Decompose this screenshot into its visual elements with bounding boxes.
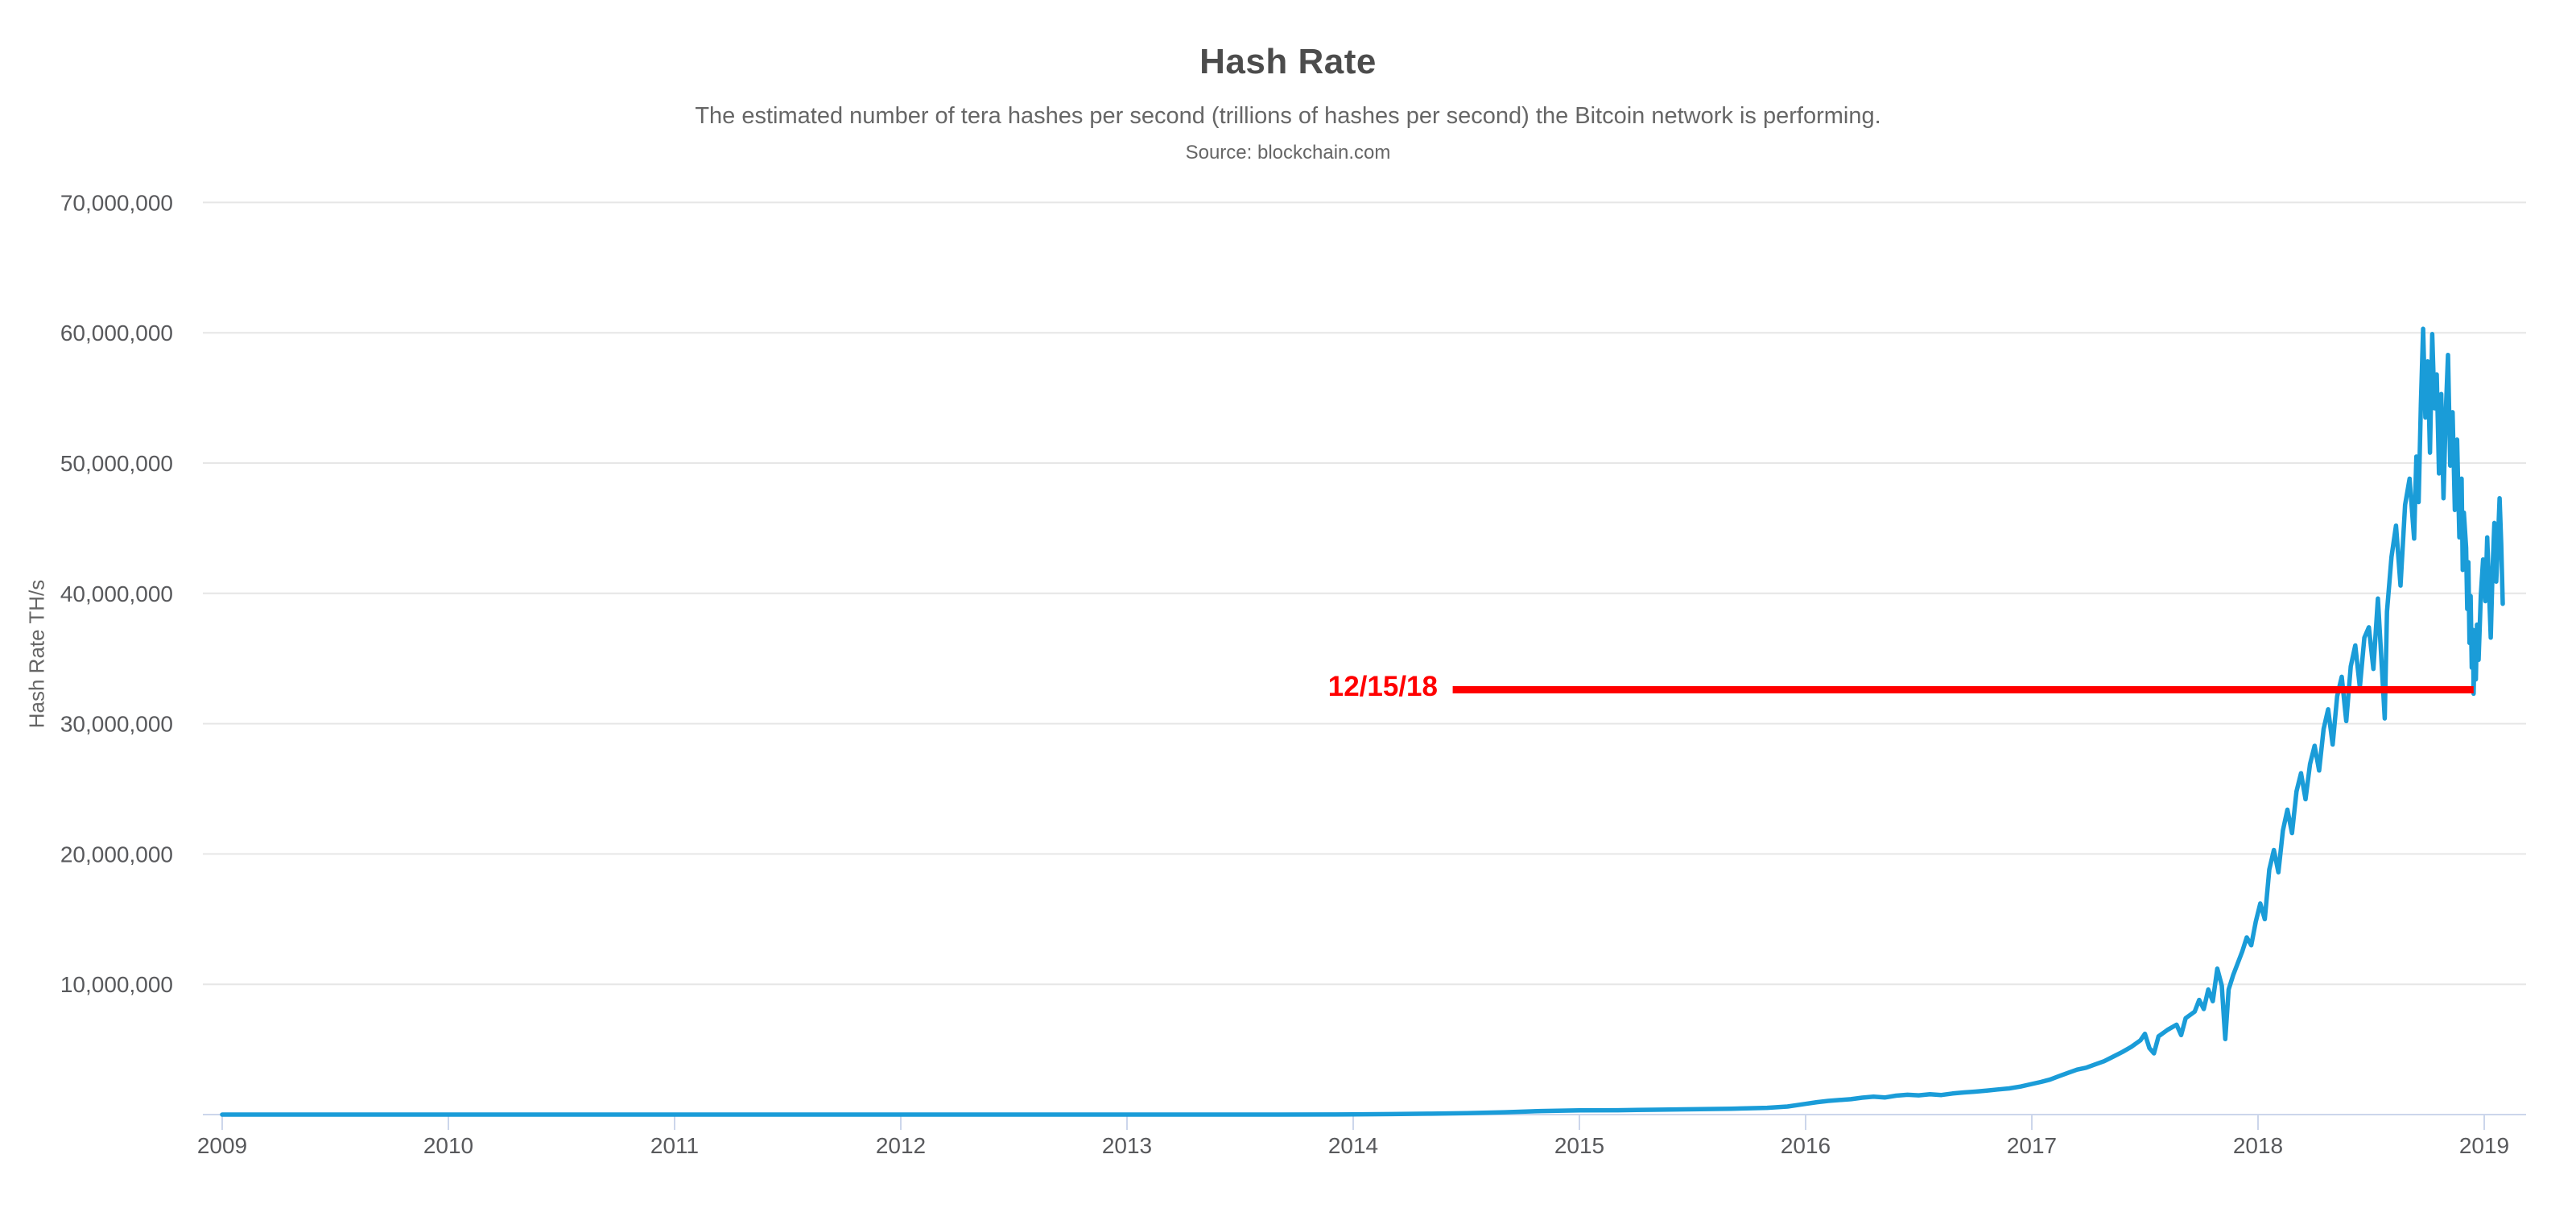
x-axis-tick-label: 2011 bbox=[650, 1133, 699, 1158]
x-axis-tick-label: 2018 bbox=[2233, 1133, 2283, 1158]
x-axis-tick-label: 2012 bbox=[876, 1133, 926, 1158]
y-axis-tick-label: 50,000,000 bbox=[60, 451, 173, 476]
x-axis-tick-label: 2015 bbox=[1554, 1133, 1604, 1158]
chart-title: Hash Rate bbox=[1199, 42, 1377, 81]
annotation-date-label: 12/15/18 bbox=[1327, 671, 1438, 702]
x-axis-tick-label: 2009 bbox=[197, 1133, 247, 1158]
y-axis-tick-label: 60,000,000 bbox=[60, 321, 173, 345]
hash-rate-line-series bbox=[220, 326, 2505, 1117]
chart-source: Source: blockchain.com bbox=[1185, 142, 1391, 163]
x-axis-tick-label: 2013 bbox=[1102, 1133, 1152, 1158]
y-axis-tick-label: 40,000,000 bbox=[60, 581, 173, 606]
chart-subtitle: The estimated number of tera hashes per … bbox=[695, 103, 1881, 129]
y-axis-tick-label: 20,000,000 bbox=[60, 842, 173, 867]
y-axis-tick-label: 10,000,000 bbox=[60, 972, 173, 997]
y-axis-tick-label: 30,000,000 bbox=[60, 712, 173, 737]
x-axis-tick-label: 2017 bbox=[2007, 1133, 2057, 1158]
x-axis-tick-label: 2014 bbox=[1328, 1133, 1378, 1158]
x-axis-tick-label: 2016 bbox=[1781, 1133, 1831, 1158]
x-axis-tick-label: 2019 bbox=[2459, 1133, 2509, 1158]
y-axis-tick-label: 70,000,000 bbox=[60, 190, 173, 215]
x-axis-tick-label: 2010 bbox=[423, 1133, 473, 1158]
